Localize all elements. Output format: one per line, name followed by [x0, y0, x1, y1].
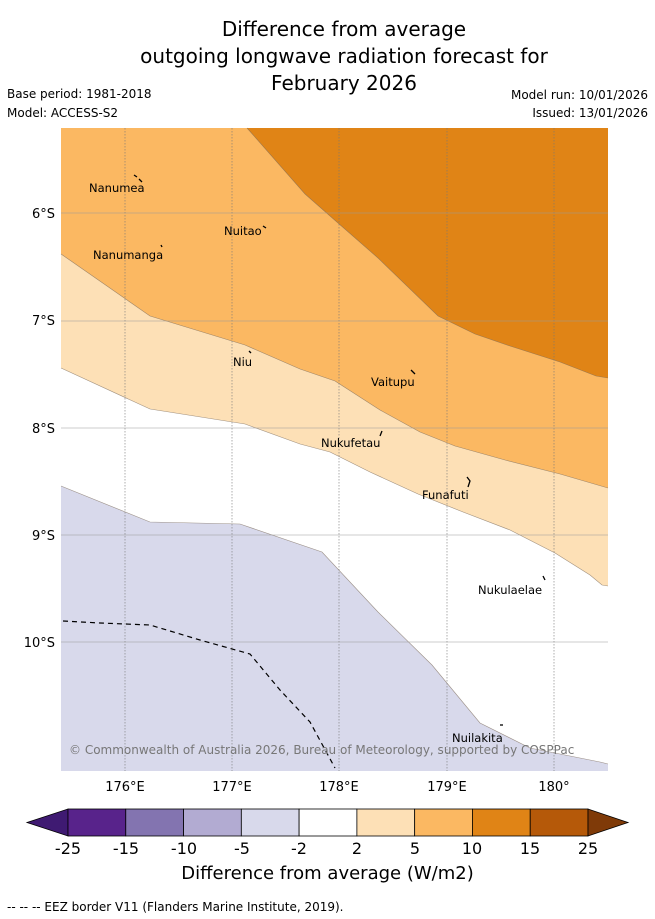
- island-nanumanga: [160, 244, 163, 248]
- place-labels: Nanumea Nuitao Nanumanga Niu Vaitupu Nuk…: [89, 181, 542, 745]
- colorbar-segment: [67, 808, 127, 837]
- latitude-labels: 6°S 7°S 8°S 9°S 10°S: [24, 207, 55, 651]
- islands: [133, 174, 546, 726]
- island-nanumea: [133, 174, 143, 183]
- lon-label-176e: 176°E: [105, 780, 145, 795]
- copyright-text: © Commonwealth of Australia 2026, Bureau…: [69, 743, 574, 757]
- island-nukufetau: [379, 430, 383, 437]
- label-nuitao: Nuitao: [224, 224, 262, 238]
- lon-label-178e: 178°E: [319, 780, 359, 795]
- model-run-text: Model run: 10/01/2026: [510, 88, 648, 102]
- eez-border: [62, 620, 336, 769]
- colorbar-arrow-high: [587, 808, 630, 837]
- colorbar-tick-label: 10: [461, 839, 483, 858]
- label-niu: Niu: [233, 355, 252, 369]
- colorbar-segment: [183, 808, 242, 837]
- lat-label-8s: 8°S: [32, 422, 55, 437]
- island-nukulaelae: [542, 575, 546, 581]
- colorbar: [25, 808, 630, 837]
- colorbar-tick-label: -25: [54, 839, 82, 858]
- colorbar-tick-label: 2: [351, 839, 363, 858]
- issued-text: Issued: 13/01/2026: [532, 106, 648, 120]
- colorbar-tick-label: -15: [112, 839, 140, 858]
- longitude-labels: 176°E 177°E 178°E 179°E 180°: [105, 780, 569, 795]
- region-anomaly-10-15: [247, 128, 608, 378]
- colorbar-segment: [529, 808, 589, 837]
- lon-label-180: 180°: [538, 780, 569, 795]
- island-nuitao: [262, 225, 267, 229]
- colorbar-segment: [240, 808, 300, 837]
- colorbar-segment: [356, 808, 416, 837]
- lon-label-179e: 179°E: [427, 780, 467, 795]
- contour-lines: [60, 127, 609, 765]
- lat-label-9s: 9°S: [32, 529, 55, 544]
- base-period-text: Base period: 1981-2018: [7, 87, 152, 101]
- title-line-1: Difference from average: [221, 17, 467, 41]
- island-funafuti: [466, 476, 471, 488]
- meridian-lines: [124, 128, 555, 771]
- label-nuilakita: Nuilakita: [452, 731, 503, 745]
- title-line-3: February 2026: [271, 71, 417, 95]
- lat-label-6s: 6°S: [32, 207, 55, 222]
- colorbar-tick-label: 5: [409, 839, 421, 858]
- colorbar-title: Difference from average (W/m2): [181, 863, 474, 884]
- colorbar-tick-label: -10: [170, 839, 198, 858]
- colorbar-segment: [298, 808, 358, 837]
- colorbar-segment: [472, 808, 531, 837]
- label-nukufetau: Nukufetau: [321, 436, 380, 450]
- island-niu: [248, 350, 252, 354]
- label-vaitupu: Vaitupu: [371, 375, 415, 389]
- parallel-lines: [61, 212, 608, 643]
- eez-legend-text: -- -- -- EEZ border V11 (Flanders Marine…: [7, 900, 344, 914]
- lat-label-7s: 7°S: [32, 314, 55, 329]
- colorbar-segment: [125, 808, 184, 837]
- region-negative-anomaly: [61, 486, 608, 771]
- colorbar-tick-label: -5: [234, 839, 250, 858]
- colorbar-tick-label: -2: [291, 839, 307, 858]
- colorbar-segment: [414, 808, 473, 837]
- island-vaitupu: [410, 369, 416, 375]
- label-nukulaelae: Nukulaelae: [478, 583, 542, 597]
- label-funafuti: Funafuti: [422, 488, 469, 502]
- chart-title: Difference from average outgoing longwav…: [0, 16, 655, 97]
- label-nanumanga: Nanumanga: [93, 248, 163, 262]
- lat-label-10s: 10°S: [24, 636, 55, 651]
- colorbar-arrow-low: [25, 808, 69, 837]
- model-text: Model: ACCESS-S2: [7, 106, 119, 120]
- label-nanumea: Nanumea: [89, 181, 145, 195]
- colorbar-tick-label: 15: [519, 839, 541, 858]
- title-line-2: outgoing longwave radiation forecast for: [140, 44, 548, 68]
- lon-label-177e: 177°E: [212, 780, 252, 795]
- colorbar-tick-label: 25: [577, 839, 599, 858]
